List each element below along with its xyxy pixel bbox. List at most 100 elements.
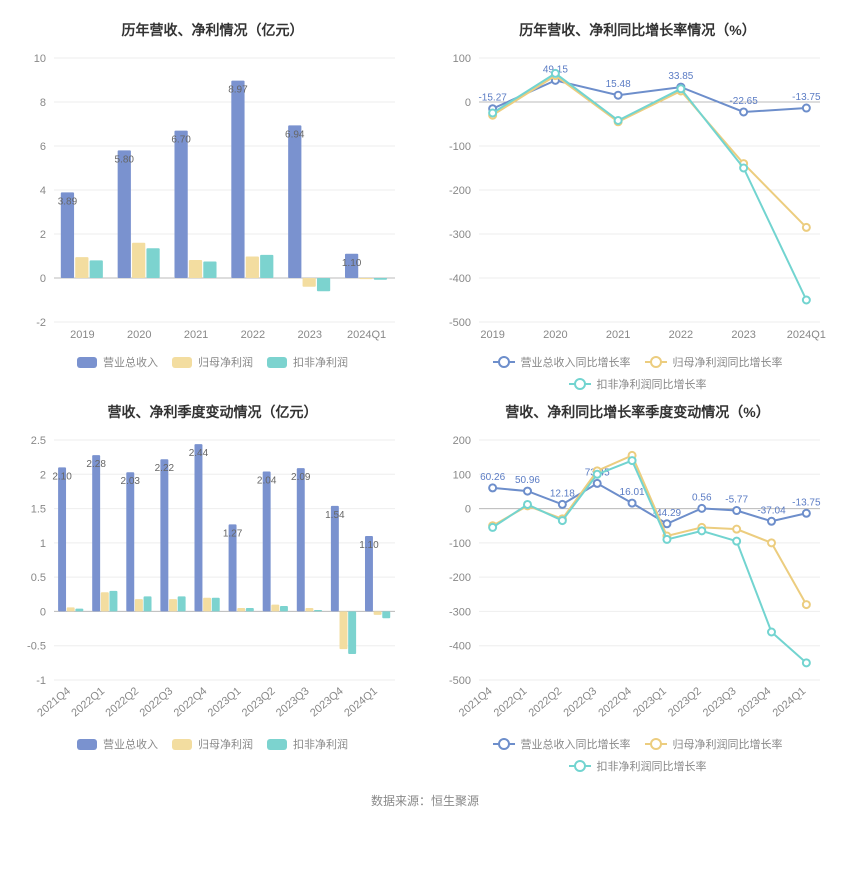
svg-text:2.28: 2.28 [86,459,106,470]
svg-text:2: 2 [40,469,46,481]
legend-item: 扣非净利润同比增长率 [569,376,707,392]
svg-text:2.09: 2.09 [291,472,311,483]
line-chart: -500-400-300-200-100010020060.2650.9612.… [435,430,830,730]
svg-text:2.10: 2.10 [52,471,72,482]
svg-text:2023: 2023 [731,329,755,341]
svg-text:2023Q3: 2023Q3 [274,685,312,719]
svg-text:2021: 2021 [184,329,208,341]
legend-swatch [645,743,667,745]
svg-text:-300: -300 [449,606,471,618]
svg-text:8: 8 [40,97,46,109]
svg-text:1.54: 1.54 [325,510,345,521]
svg-text:60.26: 60.26 [480,472,505,483]
line-chart: -500-400-300-200-1000100-15.2749.1515.48… [435,48,830,348]
svg-text:2023Q1: 2023Q1 [631,685,669,719]
svg-text:8.97: 8.97 [228,85,248,96]
svg-text:-100: -100 [449,141,471,153]
svg-text:2024Q1: 2024Q1 [787,329,826,341]
panel-bottom-right: 营收、净利同比增长率季度变动情况（%） -500-400-300-200-100… [435,392,840,774]
svg-text:2022: 2022 [669,329,693,341]
legend-swatch [172,739,192,750]
svg-text:2022Q1: 2022Q1 [492,685,530,719]
legend: 营业总收入同比增长率归母净利润同比增长率扣非净利润同比增长率 [435,354,840,392]
svg-text:0: 0 [40,606,46,618]
svg-text:1: 1 [40,538,46,550]
legend-item: 扣非净利润同比增长率 [569,758,707,774]
svg-text:12.18: 12.18 [550,488,575,499]
svg-text:2023Q2: 2023Q2 [240,685,278,719]
svg-text:2022Q2: 2022Q2 [527,685,565,719]
svg-text:-500: -500 [449,675,471,687]
svg-text:2022Q1: 2022Q1 [69,685,107,719]
legend-item: 归母净利润 [172,736,253,752]
panel-top-right: 历年营收、净利同比增长率情况（%） -500-400-300-200-10001… [435,10,840,392]
svg-text:2.5: 2.5 [31,435,46,447]
svg-text:0.5: 0.5 [31,572,46,584]
legend-swatch [77,739,97,750]
svg-text:-2: -2 [36,317,46,329]
bar-chart: -1-0.500.511.522.52.102.282.032.222.441.… [10,430,405,730]
panel-top-left: 历年营收、净利情况（亿元） -202468103.895.806.708.976… [10,10,415,392]
legend-item: 营业总收入同比增长率 [493,736,631,752]
legend-label: 归母净利润同比增长率 [673,736,783,752]
legend-swatch [645,361,667,363]
svg-text:2.22: 2.22 [155,463,175,474]
legend-label: 营业总收入 [103,354,158,370]
svg-text:5.80: 5.80 [115,154,135,165]
svg-text:0: 0 [40,273,46,285]
svg-text:-22.65: -22.65 [729,96,758,107]
svg-text:16.01: 16.01 [620,487,645,498]
svg-text:10: 10 [34,53,46,65]
legend-item: 营业总收入 [77,736,158,752]
legend-label: 营业总收入 [103,736,158,752]
svg-text:-0.5: -0.5 [27,641,46,653]
legend: 营业总收入归母净利润扣非净利润 [10,354,415,370]
bar-chart: -202468103.895.806.708.976.941.102019202… [10,48,405,348]
legend-item: 归母净利润同比增长率 [645,736,783,752]
svg-text:100: 100 [453,469,471,481]
svg-text:200: 200 [453,435,471,447]
svg-text:2023Q4: 2023Q4 [736,685,774,719]
legend-label: 扣非净利润同比增长率 [597,376,707,392]
svg-text:2019: 2019 [480,329,504,341]
svg-text:2022: 2022 [241,329,265,341]
legend-label: 扣非净利润同比增长率 [597,758,707,774]
svg-text:-1: -1 [36,675,46,687]
svg-text:-500: -500 [449,317,471,329]
svg-text:6: 6 [40,141,46,153]
svg-text:0.56: 0.56 [692,492,712,503]
legend-item: 扣非净利润 [267,354,348,370]
legend-swatch [267,739,287,750]
svg-text:2023Q4: 2023Q4 [308,685,346,719]
svg-text:2021Q4: 2021Q4 [35,685,73,719]
svg-text:-400: -400 [449,641,471,653]
legend-label: 归母净利润同比增长率 [673,354,783,370]
legend-label: 扣非净利润 [293,354,348,370]
svg-text:2024Q1: 2024Q1 [342,685,380,719]
svg-text:-300: -300 [449,229,471,241]
svg-text:-400: -400 [449,273,471,285]
svg-text:2023Q2: 2023Q2 [666,685,704,719]
svg-text:2023: 2023 [298,329,322,341]
svg-text:6.94: 6.94 [285,129,305,140]
legend-swatch [77,357,97,368]
svg-text:-200: -200 [449,572,471,584]
svg-text:15.48: 15.48 [606,79,631,90]
legend-swatch [172,357,192,368]
svg-text:2019: 2019 [70,329,94,341]
legend-swatch [493,743,515,745]
svg-text:2024Q1: 2024Q1 [347,329,386,341]
legend-swatch [569,765,591,767]
chart-title: 历年营收、净利同比增长率情况（%） [435,20,840,40]
svg-text:-37.04: -37.04 [757,505,786,516]
svg-text:-13.75: -13.75 [792,497,821,508]
legend-item: 扣非净利润 [267,736,348,752]
svg-text:-200: -200 [449,185,471,197]
svg-text:2023Q1: 2023Q1 [206,685,244,719]
svg-text:-100: -100 [449,538,471,550]
svg-text:2020: 2020 [543,329,567,341]
svg-text:2021: 2021 [606,329,630,341]
svg-text:0: 0 [465,504,471,516]
svg-text:-15.27: -15.27 [478,93,507,104]
svg-text:4: 4 [40,185,46,197]
